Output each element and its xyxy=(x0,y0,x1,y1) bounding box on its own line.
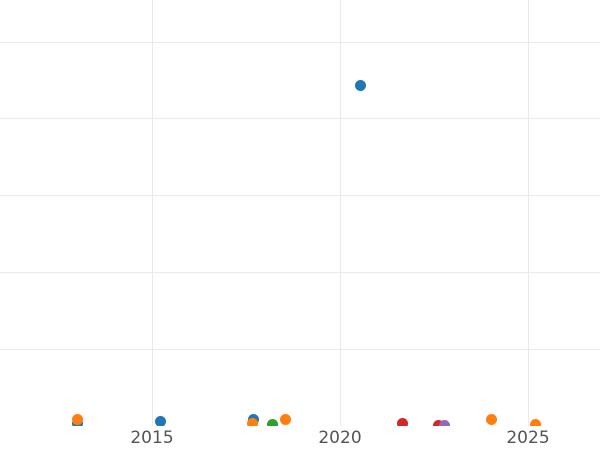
gridline-vertical xyxy=(152,0,153,426)
gridline-horizontal xyxy=(0,118,600,119)
scatter-point-orange xyxy=(485,413,497,425)
plot-area xyxy=(0,0,600,426)
scatter-point-red xyxy=(432,419,444,426)
x-tick-label-2015: 2015 xyxy=(130,428,174,448)
gridline-vertical xyxy=(528,0,529,426)
scatter-point-orange xyxy=(529,418,541,426)
scatter-point-blue xyxy=(154,415,166,426)
gridline-vertical xyxy=(340,0,341,426)
x-axis-tick-labels: 2015 2020 2025 xyxy=(0,426,600,450)
x-tick-label-2025: 2025 xyxy=(506,428,550,448)
scatter-point-orange xyxy=(71,413,83,425)
gridline-horizontal xyxy=(0,349,600,350)
gridline-horizontal xyxy=(0,195,600,196)
scatter-point-blue xyxy=(354,79,366,91)
scatter-point-orange xyxy=(279,413,291,425)
gridline-horizontal xyxy=(0,272,600,273)
scatter-point-purple xyxy=(438,419,450,426)
scatter-point-orange xyxy=(246,417,258,426)
gridline-horizontal xyxy=(0,42,600,43)
scatter-point-green xyxy=(266,418,278,426)
x-tick-label-2020: 2020 xyxy=(318,428,362,448)
scatter-point-red xyxy=(396,417,408,426)
